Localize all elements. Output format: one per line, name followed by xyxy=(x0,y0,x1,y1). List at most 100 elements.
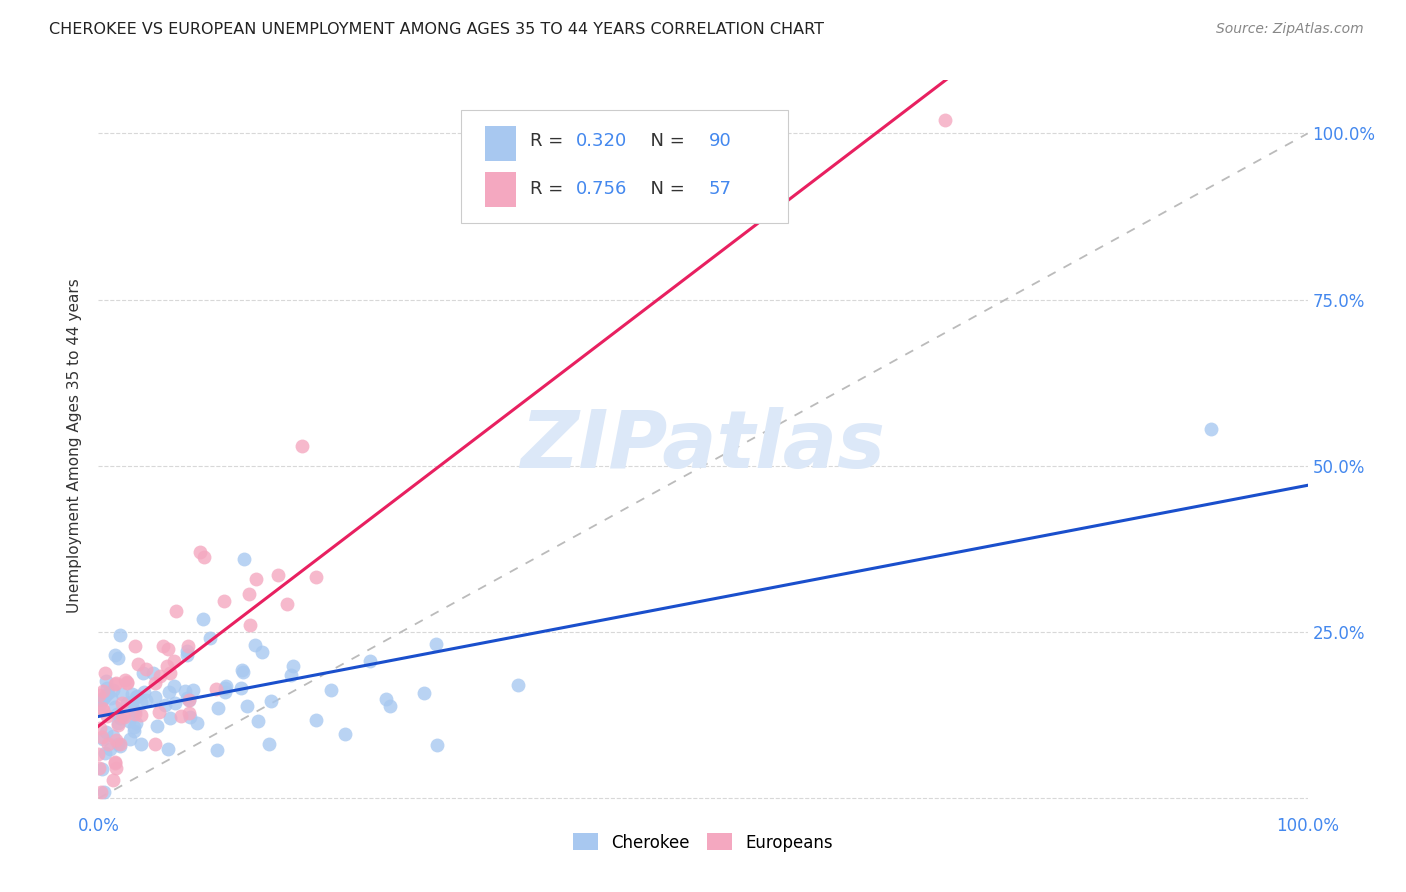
Legend: Cherokee, Europeans: Cherokee, Europeans xyxy=(567,827,839,858)
Point xyxy=(333,726,356,740)
Point xyxy=(118,714,141,729)
Point xyxy=(101,729,124,743)
Point xyxy=(107,737,129,751)
Point xyxy=(131,737,153,751)
Point xyxy=(232,552,254,566)
Point xyxy=(281,658,304,673)
Text: 0.756: 0.756 xyxy=(576,179,627,197)
Point xyxy=(91,732,114,747)
Point xyxy=(425,637,447,651)
Point xyxy=(163,679,186,693)
Point xyxy=(250,645,273,659)
Point xyxy=(115,675,138,690)
Point xyxy=(117,696,139,710)
Point xyxy=(215,679,238,693)
Point xyxy=(426,739,449,753)
Point xyxy=(1199,422,1222,436)
Point xyxy=(260,694,283,708)
Point xyxy=(276,597,298,611)
Point xyxy=(413,686,436,700)
Point xyxy=(127,689,149,703)
Point xyxy=(359,654,381,668)
Point xyxy=(181,683,204,698)
Point xyxy=(98,742,121,756)
Point xyxy=(104,700,127,714)
Point xyxy=(104,677,127,691)
Point xyxy=(148,705,170,719)
Text: R =: R = xyxy=(530,132,569,150)
Point xyxy=(87,693,110,707)
Point xyxy=(120,732,142,747)
Point xyxy=(90,762,112,776)
Text: CHEROKEE VS EUROPEAN UNEMPLOYMENT AMONG AGES 35 TO 44 YEARS CORRELATION CHART: CHEROKEE VS EUROPEAN UNEMPLOYMENT AMONG … xyxy=(49,22,824,37)
Point xyxy=(129,695,152,709)
Point xyxy=(131,665,153,680)
Point xyxy=(90,785,112,799)
Text: R =: R = xyxy=(530,179,569,197)
Point xyxy=(142,666,165,681)
Point xyxy=(125,690,148,704)
Point xyxy=(176,690,198,705)
Text: Source: ZipAtlas.com: Source: ZipAtlas.com xyxy=(1216,22,1364,37)
Point xyxy=(135,693,157,707)
Point xyxy=(96,681,118,695)
Point xyxy=(105,676,128,690)
Point xyxy=(177,639,200,653)
Text: 90: 90 xyxy=(709,132,731,150)
Point xyxy=(110,687,132,701)
Point xyxy=(193,550,215,565)
Point xyxy=(143,676,166,690)
Point xyxy=(100,691,122,706)
Point xyxy=(112,710,135,724)
Point xyxy=(375,691,398,706)
Point xyxy=(214,684,236,698)
Point xyxy=(319,683,342,698)
Point xyxy=(159,711,181,725)
Point xyxy=(108,711,131,725)
Point xyxy=(117,675,139,690)
Point xyxy=(280,668,302,682)
FancyBboxPatch shape xyxy=(485,126,516,161)
Point xyxy=(378,698,401,713)
Point xyxy=(121,695,143,709)
Point xyxy=(267,567,290,582)
Point xyxy=(104,648,127,663)
Point xyxy=(94,674,117,689)
Point xyxy=(305,713,328,727)
Point xyxy=(127,657,149,671)
Point xyxy=(89,721,111,735)
Point xyxy=(193,612,215,626)
Point xyxy=(108,628,131,642)
Point xyxy=(229,681,252,695)
Point xyxy=(143,737,166,751)
Point xyxy=(170,709,193,723)
Point xyxy=(97,737,120,751)
Point xyxy=(236,699,259,714)
Point xyxy=(305,570,328,584)
Point xyxy=(238,587,260,601)
Point xyxy=(94,725,117,739)
Point xyxy=(157,742,180,756)
Point xyxy=(291,439,314,453)
Point xyxy=(87,689,110,703)
Point xyxy=(177,706,200,721)
Point xyxy=(231,663,253,677)
Point xyxy=(143,690,166,705)
Point xyxy=(131,708,153,723)
Point xyxy=(125,715,148,730)
Point xyxy=(107,715,129,730)
Point xyxy=(104,733,127,747)
Point xyxy=(179,710,201,724)
Point xyxy=(177,693,200,707)
Point xyxy=(152,640,174,654)
Point xyxy=(122,703,145,717)
Point xyxy=(89,697,111,711)
Point xyxy=(97,686,120,700)
Point xyxy=(212,594,235,608)
Point xyxy=(153,698,176,712)
Point xyxy=(91,684,114,698)
Point xyxy=(124,704,146,718)
Point xyxy=(159,685,181,699)
Point xyxy=(87,761,110,775)
Point xyxy=(159,666,181,681)
